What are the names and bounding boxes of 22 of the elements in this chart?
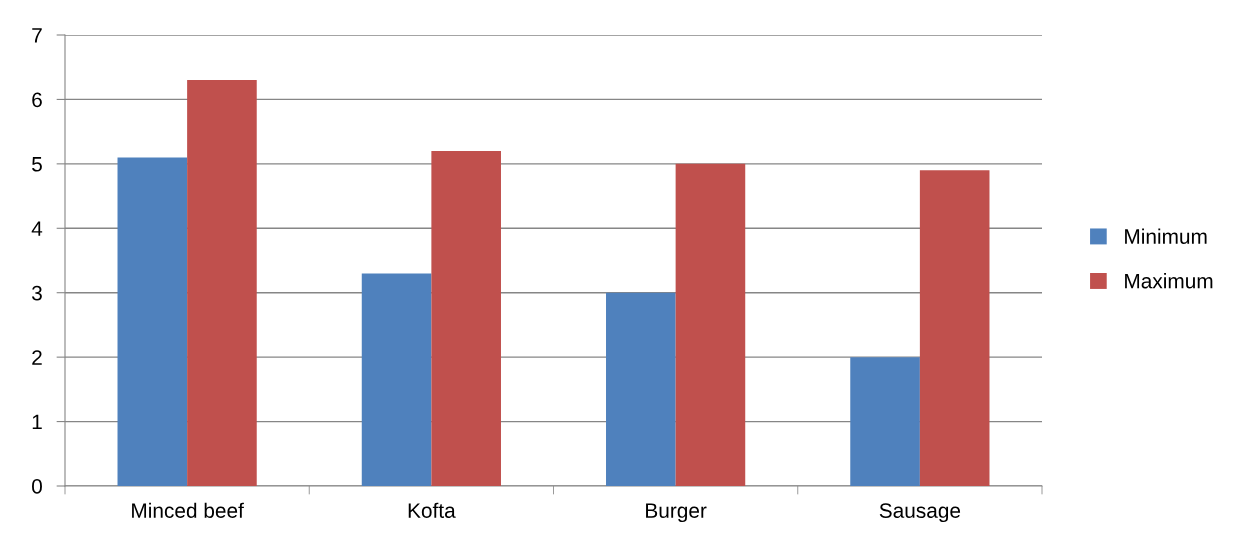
x-tick-label: Sausage xyxy=(879,503,961,523)
bar xyxy=(606,292,676,486)
legend-label: Minimum xyxy=(1125,228,1207,244)
x-tick-label: Kofta xyxy=(408,502,456,518)
legend-label: Maximum xyxy=(1125,273,1213,289)
bar xyxy=(361,273,432,486)
y-tick-label: 3 xyxy=(31,285,42,301)
bar xyxy=(919,170,990,486)
y-tick-label: 0 xyxy=(32,479,42,494)
y-tick-label: 7 xyxy=(32,28,42,43)
x-tick-label: Burger xyxy=(646,503,707,523)
bar xyxy=(187,80,257,486)
y-tick-label: 1 xyxy=(32,414,42,430)
bar xyxy=(850,357,920,486)
x-tick-label: Minced beef xyxy=(132,502,244,518)
y-tick-label: 4 xyxy=(31,221,43,236)
bar xyxy=(117,157,188,486)
bar xyxy=(431,150,501,486)
y-tick-label: 2 xyxy=(32,350,42,365)
y-tick-label: 6 xyxy=(32,92,42,108)
y-tick-label: 5 xyxy=(32,157,42,172)
bar xyxy=(675,163,746,486)
